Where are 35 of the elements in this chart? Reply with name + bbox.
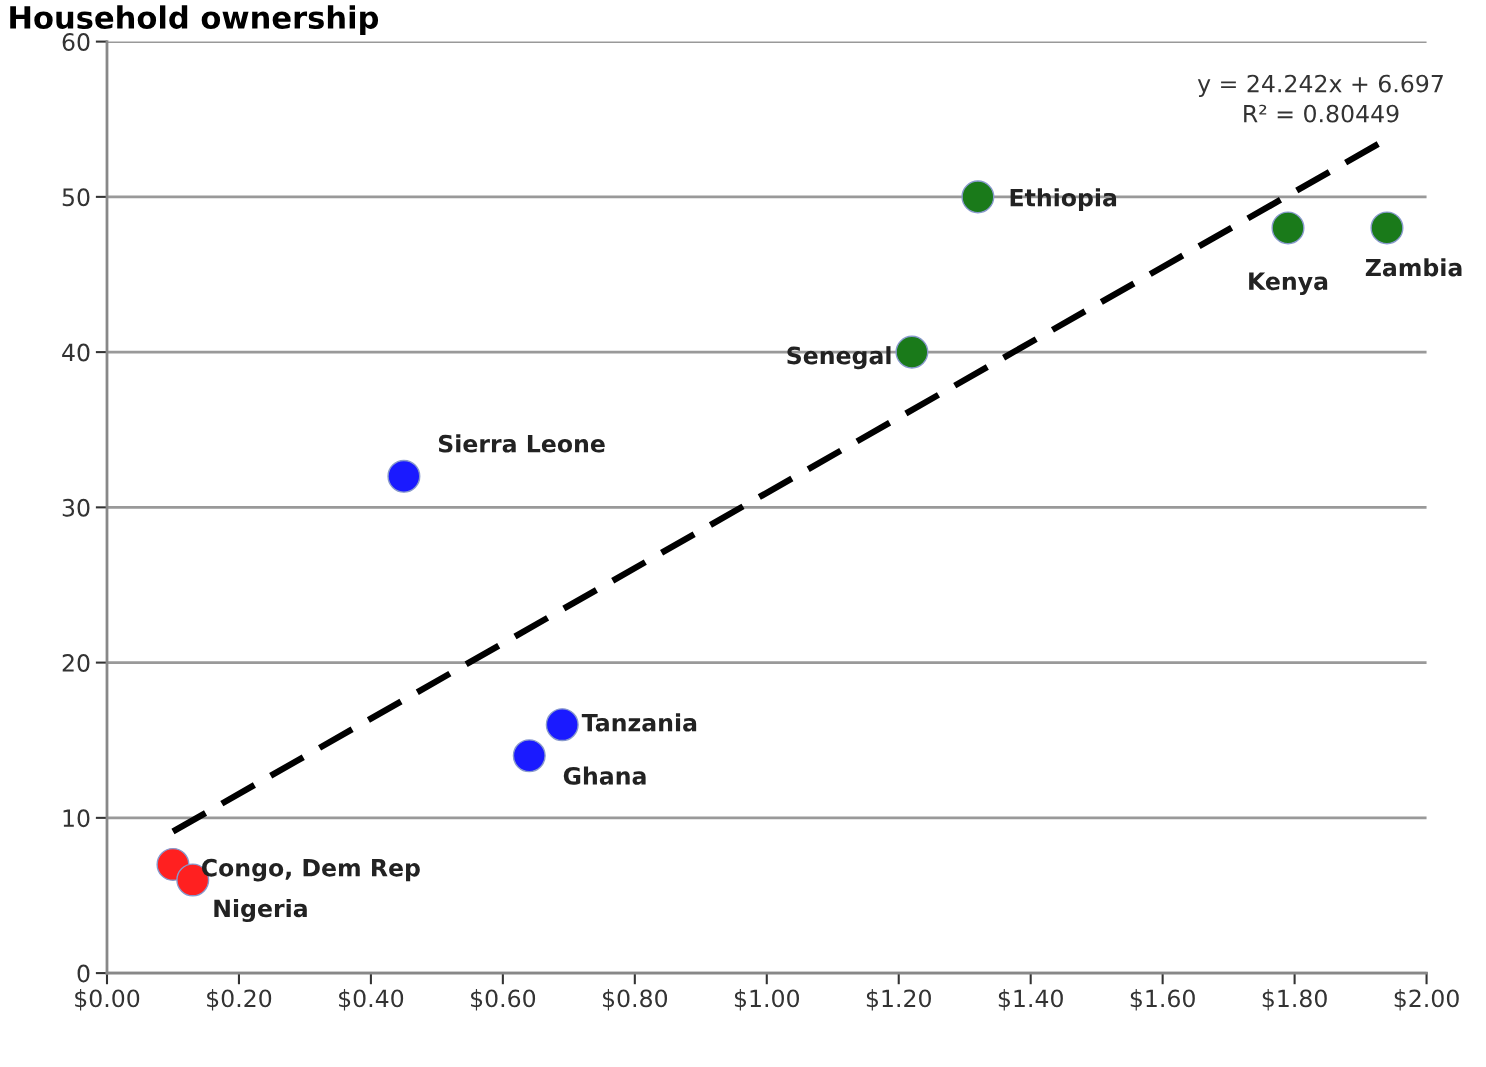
x-tick-label: $1.40 bbox=[998, 989, 1063, 1011]
x-tick-label: $1.60 bbox=[1130, 989, 1195, 1011]
point bbox=[512, 739, 546, 773]
annotation: Senegal bbox=[787, 346, 891, 370]
annotation: y = 24.242x + 6.697 R² = 0.80449 bbox=[1197, 74, 1443, 123]
x-tick-label: $1.20 bbox=[866, 989, 931, 1011]
y-tick-label: 40 bbox=[62, 343, 90, 362]
point bbox=[545, 708, 579, 742]
y-tick-label: 50 bbox=[62, 188, 90, 207]
annotation: Nigeria bbox=[214, 898, 307, 923]
annotation: Kenya bbox=[1249, 272, 1328, 295]
annotation: Ghana bbox=[563, 766, 646, 785]
annotation: Sierra Leone bbox=[438, 434, 605, 453]
x-tick-label: $0.60 bbox=[471, 989, 536, 1011]
y-tick-label: 20 bbox=[62, 654, 90, 672]
y-tick-label: 30 bbox=[62, 498, 90, 517]
annotation: Congo, Dem Rep bbox=[201, 858, 420, 882]
x-tick-label: $0.80 bbox=[602, 989, 668, 1011]
x-tick-label: $1.80 bbox=[1262, 989, 1327, 1011]
point bbox=[1370, 211, 1404, 245]
x-tick-label: $0.40 bbox=[339, 989, 404, 1011]
point bbox=[961, 180, 995, 214]
y-tick-label: 60 bbox=[62, 33, 90, 51]
x-tick-label: $1.00 bbox=[734, 989, 800, 1011]
x-tick-label: $0.00 bbox=[75, 989, 140, 1011]
y-tick-label: 10 bbox=[63, 809, 90, 828]
annotation: Zambia bbox=[1365, 258, 1462, 277]
annotation: Ethiopia bbox=[1010, 188, 1117, 212]
point bbox=[1271, 211, 1305, 245]
x-tick-label: $2.00 bbox=[1394, 989, 1459, 1011]
point bbox=[387, 459, 421, 493]
y-tick-label: 0 bbox=[77, 964, 90, 983]
x-tick-label: $0.20 bbox=[207, 989, 272, 1011]
point bbox=[895, 335, 929, 369]
annotation: Tanzania bbox=[581, 713, 697, 732]
